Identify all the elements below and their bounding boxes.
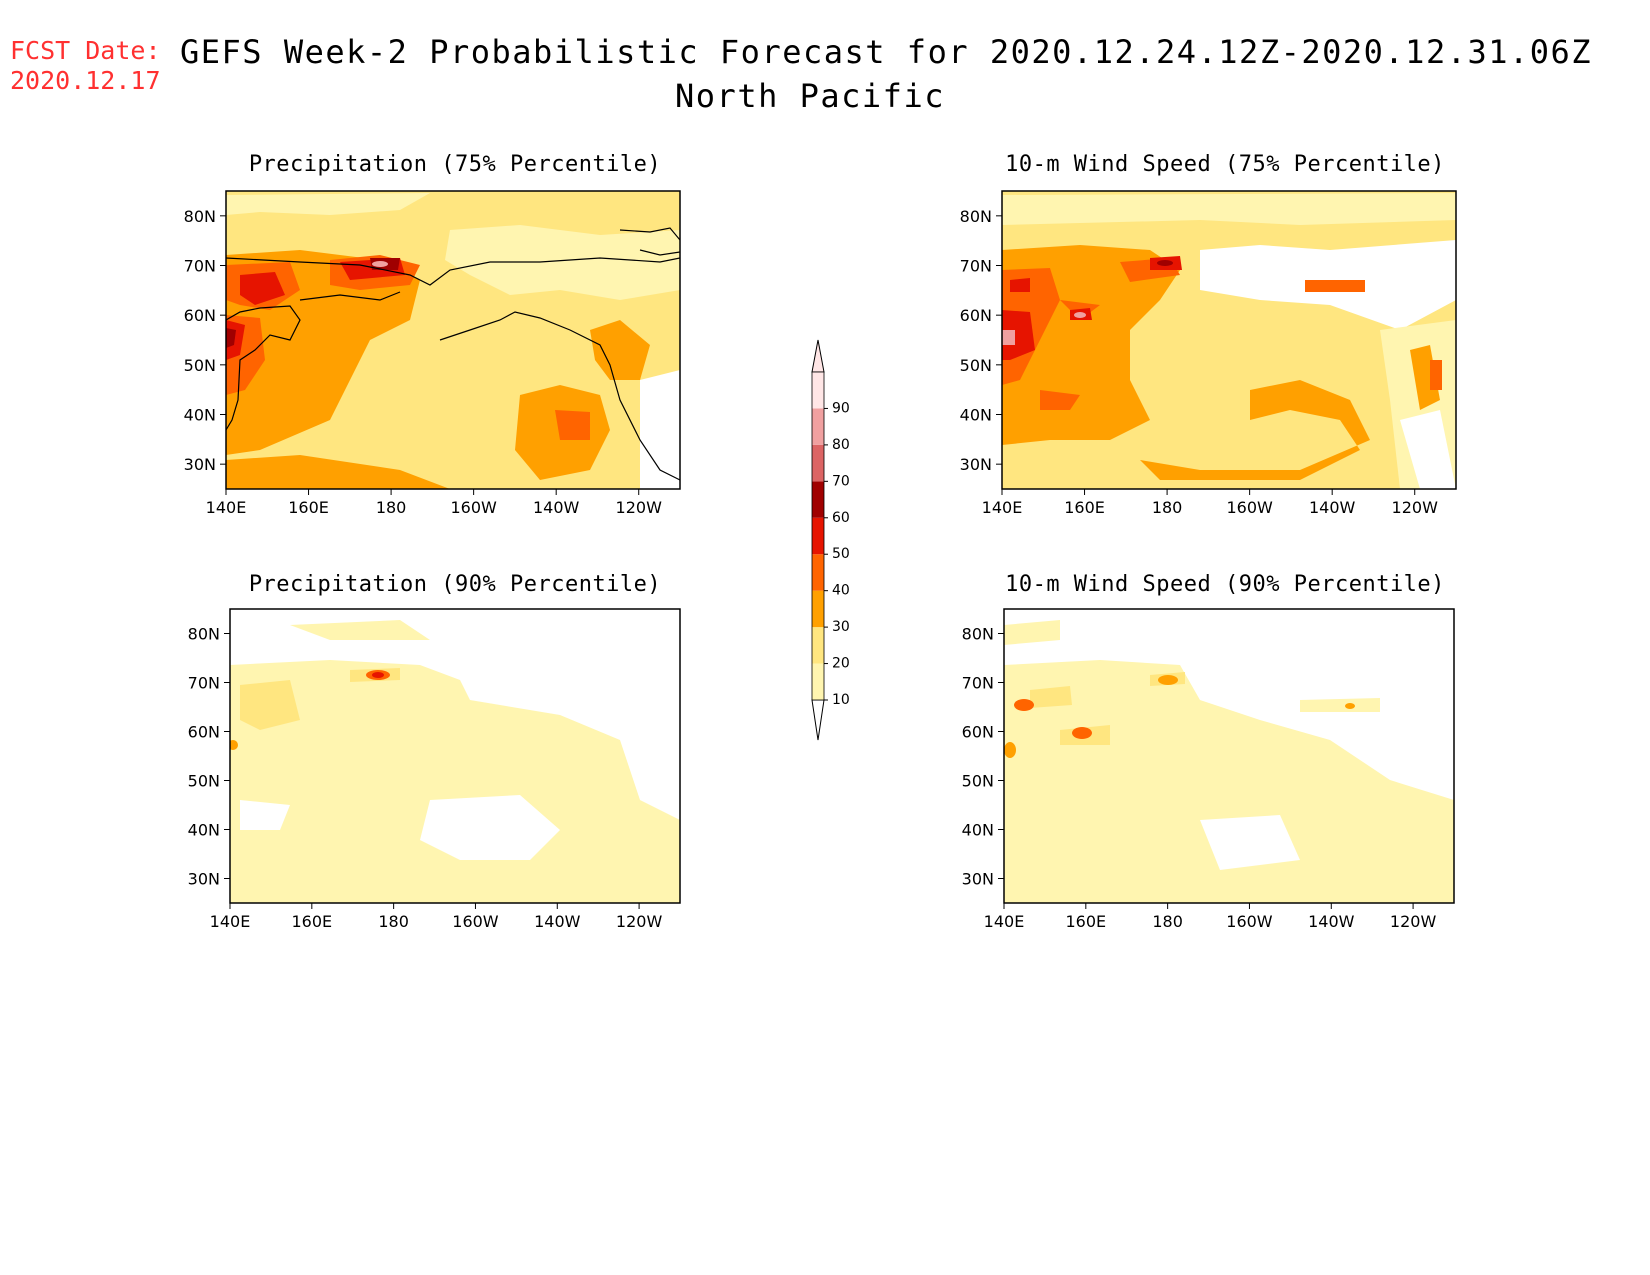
lon-tick-label: 120W [1390,912,1437,931]
lat-tick-label: 60N [962,723,994,742]
colorbar-outline [811,371,825,701]
page-title: GEFS Week-2 Probabilistic Forecast for 2… [180,33,1593,71]
colorbar-swatch [812,590,824,628]
lon-tick-label: 180 [1152,498,1183,517]
page-title-block: GEFS Week-2 Probabilistic Forecast for 2… [180,30,1593,118]
forecast-date-value: 2020.12.17 [10,66,161,95]
lon-tick-label: 160W [1226,498,1273,517]
colorbar-bottom-arrow [811,699,825,741]
frame-precip90 [229,608,681,904]
map-panel-wind90 [1004,609,1454,903]
lat-tick-label: 50N [962,772,994,791]
colorbar-top-arrow [811,339,825,373]
lon-tick-label: 160W [452,912,499,931]
lon-tick-label: 120W [616,498,663,517]
colorbar-level-label: 90 [832,400,850,416]
lat-tick-label: 60N [960,306,992,325]
colorbar-level-label: 70 [832,473,850,489]
lat-tick-label: 50N [188,772,220,791]
lat-tick-label: 60N [188,723,220,742]
colorbar-swatch [812,372,824,409]
frame-wind75 [1001,190,1457,490]
lat-tick-label: 30N [188,870,220,889]
lon-tick-label: 160W [1226,912,1273,931]
lat-tick-label: 70N [960,257,992,276]
lon-tick-label: 140E [206,498,247,517]
map-panel-wind75 [1002,191,1456,489]
colorbar-swatch [812,554,824,591]
lon-tick-label: 140W [1308,912,1355,931]
forecast-date-block: FCST Date: 2020.12.17 [10,36,161,96]
lat-tick-label: 80N [184,207,216,226]
lat-tick-label: 40N [188,821,220,840]
colorbar-swatch [812,627,824,664]
lat-tick-label: 50N [184,356,216,375]
frame-wind90 [1003,608,1455,904]
lon-tick-label: 180 [376,498,407,517]
colorbar: 10 20 30 40 50 60 70 80 90 [811,339,850,741]
lat-tick-label: 40N [184,406,216,425]
lon-tick-label: 160E [1064,498,1105,517]
axes-layer: 140E 160E 180 160W 140W 120W 80N 70N 60N 50N 40N 30… [184,207,1438,931]
panel-title-wind75: 10-m Wind Speed (75% Percentile) [1005,152,1445,177]
lat-tick-label: 70N [962,674,994,693]
lat-tick-label: 30N [960,455,992,474]
colorbar-swatch [812,663,824,700]
colorbar-level-label: 30 [832,619,850,635]
lat-tick-label: 80N [962,625,994,644]
map-panel-precip75 [226,191,680,489]
lat-tick-label: 40N [960,406,992,425]
lat-tick-label: 60N [184,306,216,325]
map-panel-precip90 [230,609,680,903]
colorbar-level-label: 60 [832,510,850,526]
colorbar-swatch [812,517,824,555]
lat-tick-label: 70N [188,674,220,693]
colorbar-swatch [812,444,824,482]
lon-tick-label: 160E [291,912,332,931]
lon-tick-label: 140E [984,912,1025,931]
lon-tick-label: 140W [1309,498,1356,517]
lon-tick-label: 140E [210,912,251,931]
lon-tick-label: 180 [378,912,409,931]
coastline-precip75 [226,227,680,481]
forecast-date-label: FCST Date: [10,36,161,65]
lat-tick-label: 80N [188,625,220,644]
colorbar-level-label: 10 [832,692,850,708]
lon-tick-label: 180 [1152,912,1183,931]
colorbar-swatch [812,481,824,518]
lat-tick-label: 30N [184,455,216,474]
lon-tick-label: 160E [288,498,329,517]
lon-tick-label: 120W [616,912,663,931]
panel-title-wind90: 10-m Wind Speed (90% Percentile) [1005,572,1445,597]
lat-tick-label: 40N [962,821,994,840]
colorbar-level-label: 40 [832,583,850,599]
panel-title-precip90: Precipitation (90% Percentile) [248,572,662,597]
lat-tick-label: 30N [962,870,994,889]
colorbar-swatch [812,408,824,445]
region-subtitle: North Pacific [675,77,945,115]
panel-title-precip75: Precipitation (75% Percentile) [248,152,662,177]
colorbar-level-label: 20 [832,656,850,672]
colorbar-level-label: 50 [832,546,850,562]
colorbar-level-label: 80 [832,437,850,453]
lat-tick-label: 80N [960,207,992,226]
lon-tick-label: 160W [450,498,497,517]
frame-precip75 [225,190,681,490]
lon-tick-label: 140E [982,498,1023,517]
lon-tick-label: 140W [534,912,581,931]
lon-tick-label: 160E [1065,912,1106,931]
lat-tick-label: 50N [960,356,992,375]
lon-tick-label: 120W [1392,498,1439,517]
lat-tick-label: 70N [184,257,216,276]
lon-tick-label: 140W [533,498,580,517]
